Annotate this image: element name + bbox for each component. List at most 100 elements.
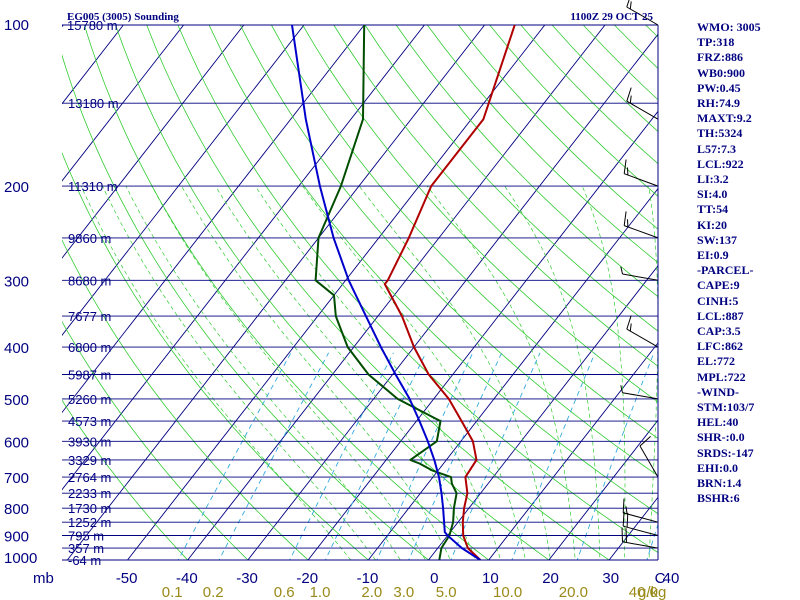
isotherm-line xyxy=(62,25,305,336)
wind-barb xyxy=(626,0,659,26)
moist-adiabat-line xyxy=(102,185,376,560)
height-label: 357 m xyxy=(68,541,104,556)
moist-adiabat-line xyxy=(504,185,601,560)
height-label: 1730 m xyxy=(68,501,111,516)
pressure-unit-label: mb xyxy=(33,570,54,587)
temperature-unit-label: C xyxy=(655,570,666,587)
pressure-tick-label: 500 xyxy=(4,392,29,409)
isotherm-line xyxy=(62,25,425,491)
index-line: EI:0.9 xyxy=(697,248,729,263)
index-line: TP:318 xyxy=(697,35,735,50)
isotherm-line xyxy=(307,110,658,560)
moist-adiabat-line xyxy=(215,185,476,560)
pressure-tick-label: 1000 xyxy=(4,550,37,567)
mixing-ratio-label: 40.0 xyxy=(629,584,658,600)
dry-adiabat-line xyxy=(208,25,658,515)
dry-adiabat-line xyxy=(395,25,658,298)
isotherm-line xyxy=(187,25,606,560)
dry-adiabat-line xyxy=(333,25,658,367)
moist-adiabat-line xyxy=(359,185,551,560)
dry-adiabat-line xyxy=(62,239,309,560)
wind-barb-staff xyxy=(626,6,659,26)
parcel-profile-line xyxy=(291,25,481,560)
isotherm-lines xyxy=(62,25,658,560)
wind-barb xyxy=(626,87,659,120)
dry-adiabat-line xyxy=(115,25,550,560)
dry-adiabat-line xyxy=(146,25,610,560)
isobar-lines xyxy=(62,24,658,561)
mixing-ratio-line xyxy=(289,352,394,560)
index-line: SHR-:0.0 xyxy=(697,430,745,445)
wind-barb-staff xyxy=(624,173,659,187)
index-line: WB0:900 xyxy=(697,65,745,80)
index-line: MPL:722 xyxy=(697,369,746,384)
height-label: 11310 m xyxy=(68,179,118,194)
isotherm-line xyxy=(428,265,658,560)
mixing-ratio-line xyxy=(450,352,541,560)
moist-adiabat-line xyxy=(426,185,576,560)
height-label: 5260 m xyxy=(68,392,111,407)
index-line: SI:4.0 xyxy=(697,187,728,202)
height-label: 5987 m xyxy=(68,368,111,383)
wind-barb-feather xyxy=(625,528,627,543)
mixing-ratio-line xyxy=(177,352,292,560)
index-line: STM:103/7 xyxy=(697,400,755,415)
height-label: 8680 m xyxy=(68,273,111,288)
index-line: -PARCEL- xyxy=(697,263,754,278)
dry-adiabat-line xyxy=(62,151,369,560)
isotherm-line xyxy=(62,25,245,259)
mixing-ratio-label: 2.0 xyxy=(361,584,382,600)
index-line: CAP:3.5 xyxy=(697,324,741,339)
temperature-tick-label: -20 xyxy=(296,570,318,587)
wind-barb xyxy=(623,159,659,187)
mixing-ratio-label: 0.1 xyxy=(162,584,183,600)
height-label: 3329 m xyxy=(68,453,111,468)
temperature-tick-label: 30 xyxy=(602,570,619,587)
pressure-tick-label: 200 xyxy=(4,179,29,196)
mixing-ratio-line xyxy=(576,352,655,560)
index-line: LCL:922 xyxy=(697,156,744,171)
indices-panel: WMO: 3005 TP:318 FRZ:886 WB0:900 PW:0.45 RH:7… xyxy=(697,20,800,507)
wind-barb-feather xyxy=(623,211,627,226)
pressure-tick-label: 400 xyxy=(4,340,29,357)
height-label: 3930 m xyxy=(68,434,111,449)
mixing-ratio-label: 10.0 xyxy=(493,584,522,600)
wind-barb-feather xyxy=(626,315,632,330)
index-line: RH:74.9 xyxy=(697,96,740,111)
index-line: L57:7.3 xyxy=(697,141,736,156)
wind-barb-staff xyxy=(623,525,659,536)
height-label: 795 m xyxy=(68,529,104,544)
wind-barb-feather xyxy=(629,323,632,332)
wind-barb-staff xyxy=(626,100,659,120)
mixing-ratio-line xyxy=(324,352,427,560)
temperature-tick-label: 20 xyxy=(542,570,559,587)
index-line: SRDS:-147 xyxy=(697,445,754,460)
isotherm-line xyxy=(247,33,658,560)
wind-barb xyxy=(620,266,659,281)
moist-adiabat-line xyxy=(181,185,451,560)
index-line: KI:20 xyxy=(697,217,727,232)
temperature-tick-label: 40 xyxy=(663,570,680,587)
wind-barb xyxy=(622,498,659,523)
wind-barb-feather xyxy=(620,266,623,275)
moist-adiabat-line xyxy=(151,185,426,560)
wind-barb-staff xyxy=(622,392,659,400)
axis-labels: 0.1 0.2 0.6 1.0 2.0 3.0 5.0 10.0 20.0 40.0 15780 m… xyxy=(4,17,679,600)
moist-adiabat-line xyxy=(80,185,352,560)
wind-barb-staff xyxy=(622,273,659,281)
index-line: MAXT:9.2 xyxy=(697,111,752,126)
mixing-ratio-label: 0.2 xyxy=(203,584,224,600)
height-label: 2233 m xyxy=(68,486,111,501)
dry-adiabat-line xyxy=(62,54,430,560)
wind-barb-feather xyxy=(626,0,630,8)
wind-barb-staff xyxy=(622,541,659,549)
mixing-ratio-label: 5.0 xyxy=(436,584,457,600)
wind-barb xyxy=(620,385,659,400)
plot-area xyxy=(62,25,658,560)
index-line: BSHR:6 xyxy=(697,491,740,506)
index-line: -WIND- xyxy=(697,384,739,399)
dry-adiabat-line xyxy=(62,399,189,560)
temperature-tick-label: -50 xyxy=(116,570,138,587)
pressure-tick-label: 800 xyxy=(4,501,29,518)
isotherm-line xyxy=(62,25,365,414)
